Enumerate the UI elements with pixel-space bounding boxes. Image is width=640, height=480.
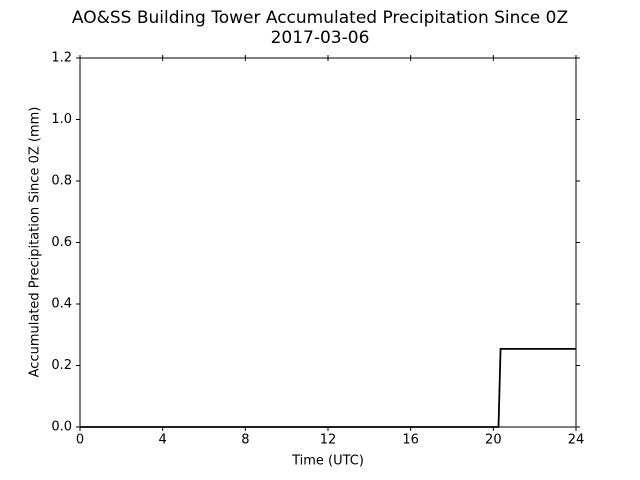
x-tick-label: 16 — [402, 433, 419, 448]
x-tick-label: 24 — [568, 433, 585, 448]
y-tick-label: 0.6 — [51, 235, 72, 250]
y-tick-label: 1.2 — [51, 51, 72, 66]
chart-title: AO&SS Building Tower Accumulated Precipi… — [72, 8, 568, 28]
x-tick-label: 20 — [485, 433, 502, 448]
y-axis-label: Accumulated Precipitation Since 0Z (mm) — [28, 107, 43, 378]
y-tick-label: 0.8 — [51, 174, 72, 189]
y-tick-label: 0.4 — [51, 297, 72, 312]
y-tick-label: 0.2 — [51, 358, 72, 373]
x-tick-label: 12 — [320, 433, 337, 448]
chart-subtitle: 2017-03-06 — [271, 28, 370, 48]
y-tick-label: 0.0 — [51, 420, 72, 435]
y-tick-label: 1.0 — [51, 112, 72, 127]
x-axis-label: Time (UTC) — [291, 454, 364, 469]
plot-frame — [79, 57, 577, 428]
x-tick-label: 8 — [241, 433, 249, 448]
x-tick-label: 4 — [159, 433, 167, 448]
series-line — [80, 347, 576, 428]
x-tick-label: 0 — [76, 433, 84, 448]
